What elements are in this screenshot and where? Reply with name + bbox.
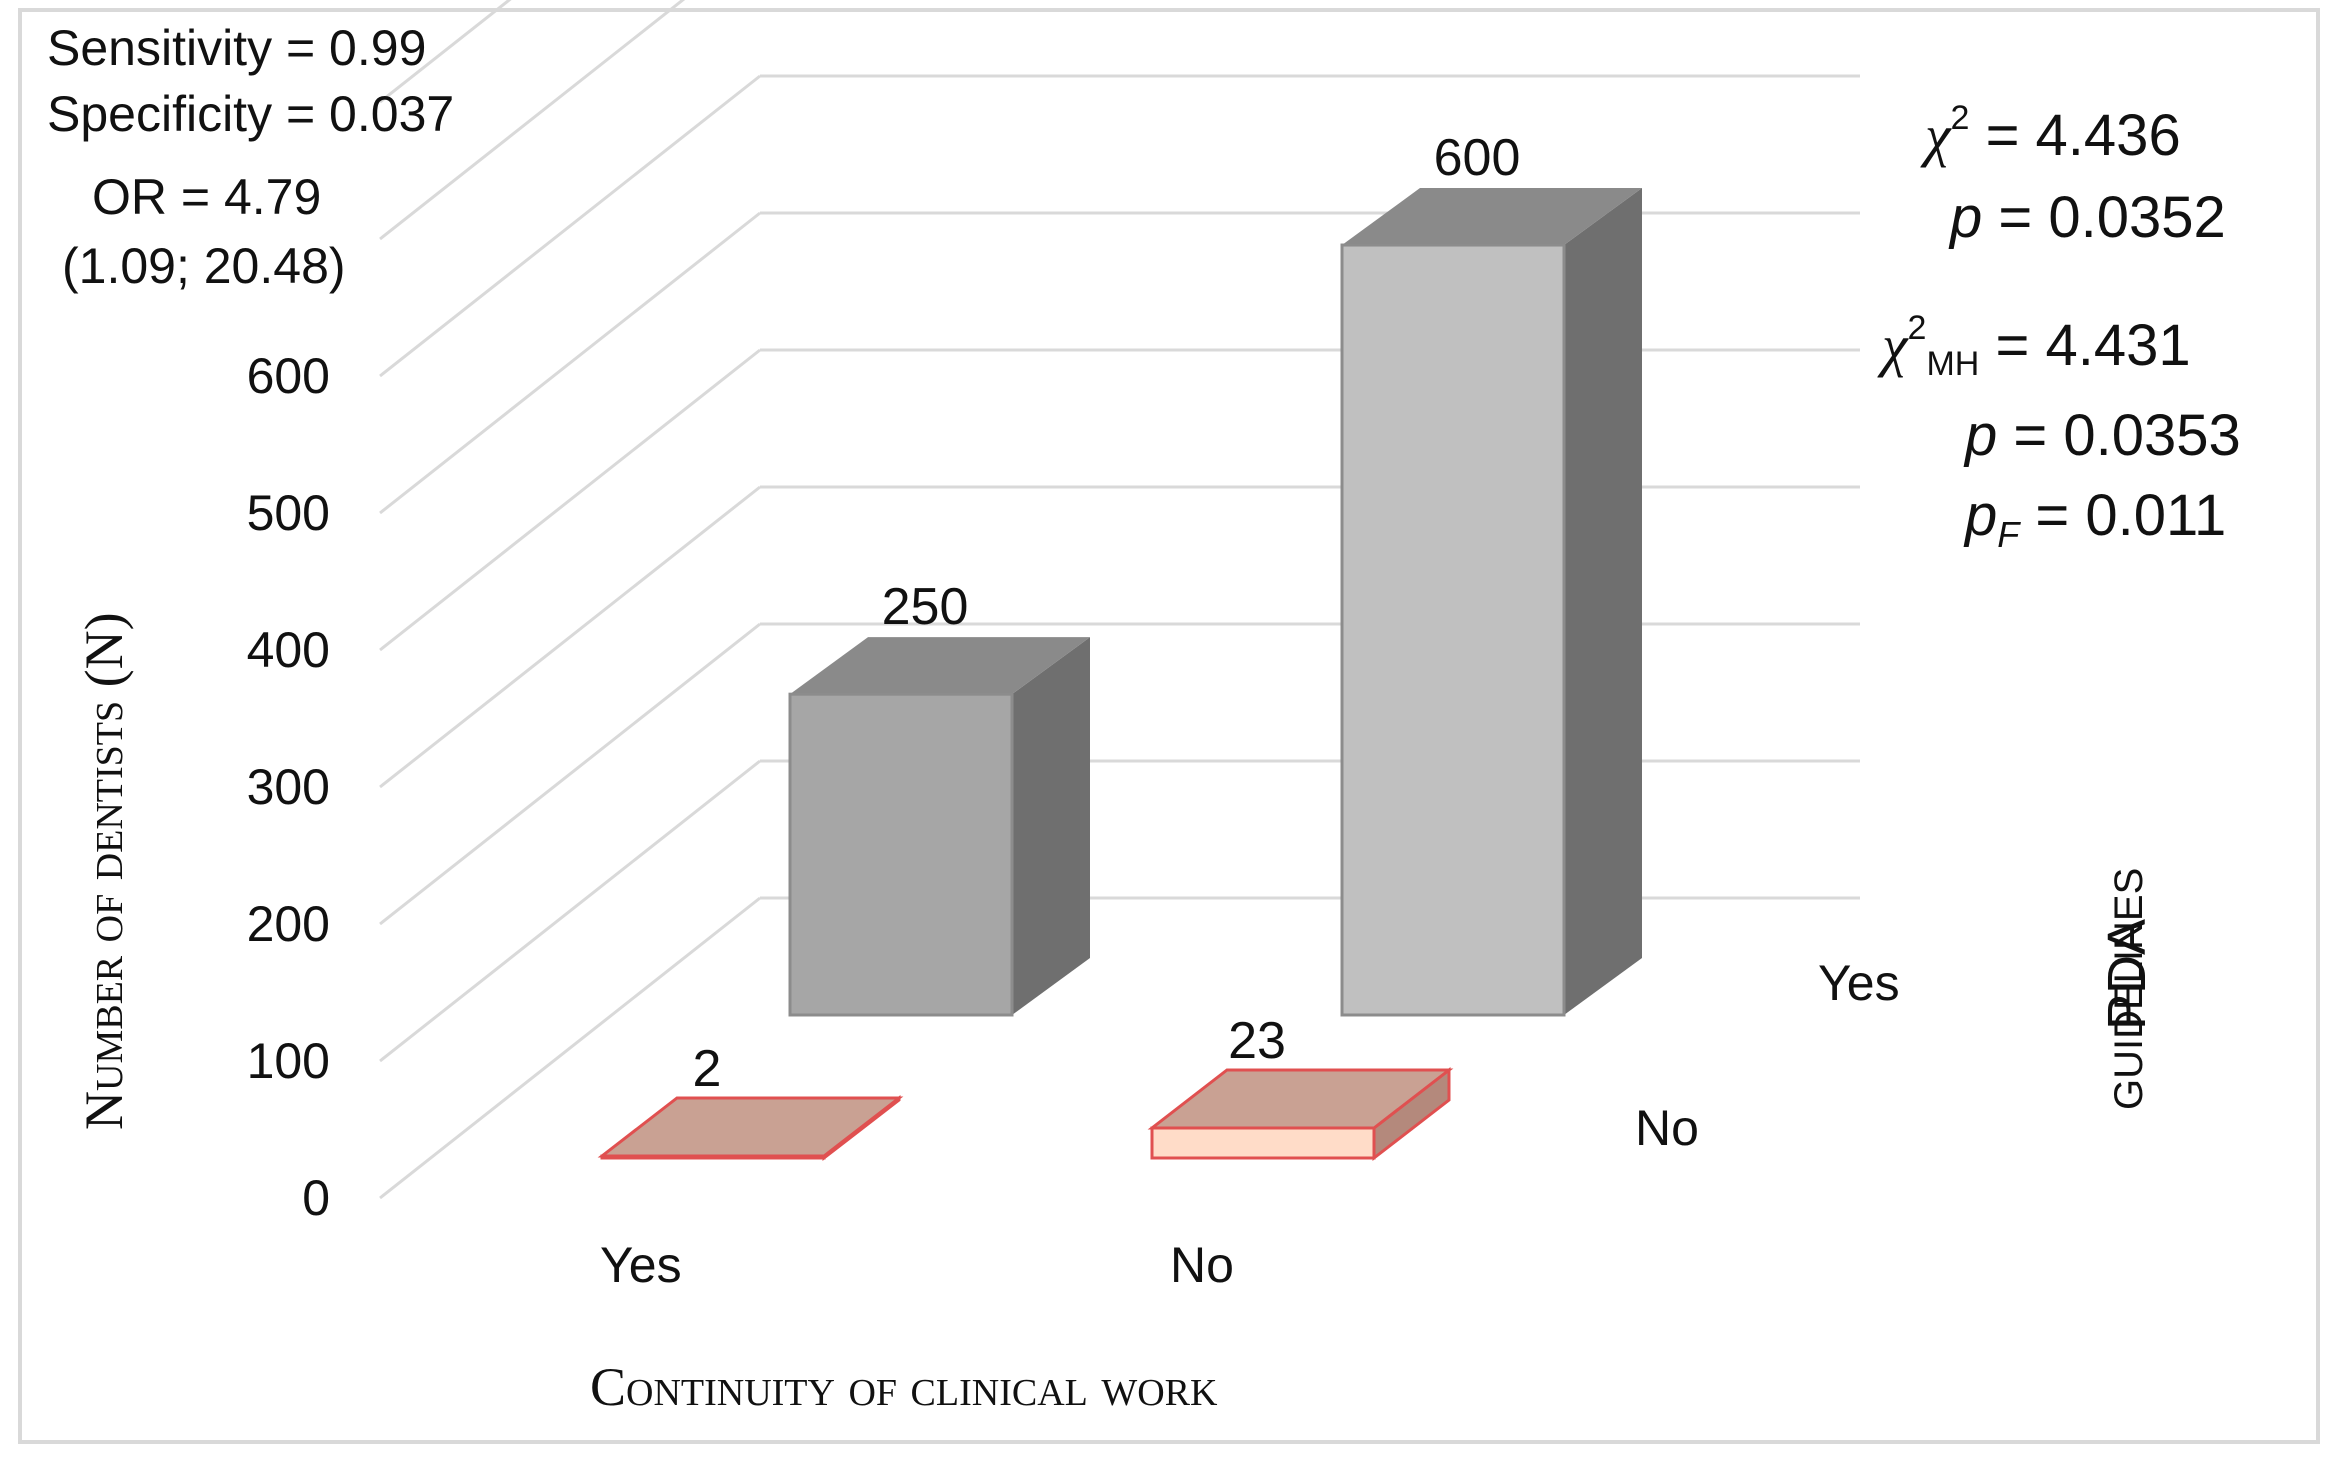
specificity-annotation: Specificity = 0.037 xyxy=(47,86,454,142)
data-label-yes-no: 600 xyxy=(1434,129,1521,187)
bar-yes-no xyxy=(1340,188,1642,1017)
gridline-diagonal xyxy=(379,74,761,378)
p-value-mh-annotation: p = 0.0353 xyxy=(1963,403,2241,468)
series-label-yes: Yes xyxy=(1818,955,1900,1011)
y-tick-label: 0 xyxy=(302,1170,330,1226)
chi-square-annotation: χ2 = 4.436 xyxy=(1920,99,2181,168)
gridline-diagonal xyxy=(379,348,761,652)
x-tick-label-no: No xyxy=(1170,1237,1234,1293)
sensitivity-annotation: Sensitivity = 0.99 xyxy=(47,20,426,76)
gridline-diagonal xyxy=(379,759,761,1063)
y-tick-label: 400 xyxy=(247,622,330,678)
bar-yes-no-side xyxy=(1564,188,1642,1016)
p-fisher-annotation: pF = 0.011 xyxy=(1963,483,2226,555)
bar-yes-yes-front xyxy=(788,692,1014,1017)
data-label-no-no: 23 xyxy=(1228,1012,1286,1070)
data-label-no-yes: 2 xyxy=(693,1040,722,1098)
bar-no-no xyxy=(1147,1066,1454,1162)
series-label-no: No xyxy=(1635,1100,1699,1156)
chart-frame xyxy=(18,8,2320,1444)
z-axis-subtitle: guidelines xyxy=(2107,868,2151,1110)
bar-yes-yes-top xyxy=(790,637,1090,695)
y-tick-label: 200 xyxy=(247,896,330,952)
y-axis-tick-labels: 0 100 200 300 400 500 600 xyxy=(247,348,330,1226)
bar-no-yes-front xyxy=(600,1154,826,1160)
y-tick-label: 300 xyxy=(247,759,330,815)
gridline-diagonal xyxy=(379,485,761,789)
bars-series-yes xyxy=(788,188,1642,1017)
bar-no-no-front xyxy=(1150,1126,1376,1160)
bar-no-yes xyxy=(597,1094,904,1162)
bar-yes-yes xyxy=(788,637,1090,1017)
bar-yes-yes-side xyxy=(1012,637,1090,1015)
data-label-yes-yes: 250 xyxy=(882,578,969,636)
bars-series-no xyxy=(597,1066,1454,1162)
x-axis-title: Continuity of clinical work xyxy=(590,1357,1218,1417)
z-axis-title: PDA xyxy=(2097,919,2157,1030)
odds-ratio-annotation: OR = 4.79 xyxy=(92,169,321,225)
bar-yes-no-front xyxy=(1340,243,1566,1017)
p-value-annotation: p = 0.0352 xyxy=(1948,185,2226,250)
gridline-diagonal xyxy=(379,622,761,926)
y-axis-title: Number of dentists (N) xyxy=(74,612,134,1130)
gridline-diagonal xyxy=(379,0,686,241)
y-tick-label: 100 xyxy=(247,1033,330,1089)
chi-square-mh-annotation: χ2MH = 4.431 xyxy=(1877,309,2191,383)
y-tick-label: 500 xyxy=(247,485,330,541)
gridline-diagonal xyxy=(379,0,512,104)
gridline-diagonal xyxy=(379,896,761,1200)
confidence-interval-annotation: (1.09; 20.48) xyxy=(62,238,346,294)
bar-yes-no-top xyxy=(1342,188,1642,246)
data-labels: 250 600 2 23 xyxy=(693,129,1521,1098)
gridline-diagonal xyxy=(379,211,761,515)
x-tick-label-yes: Yes xyxy=(600,1237,682,1293)
y-tick-label: 600 xyxy=(247,348,330,404)
